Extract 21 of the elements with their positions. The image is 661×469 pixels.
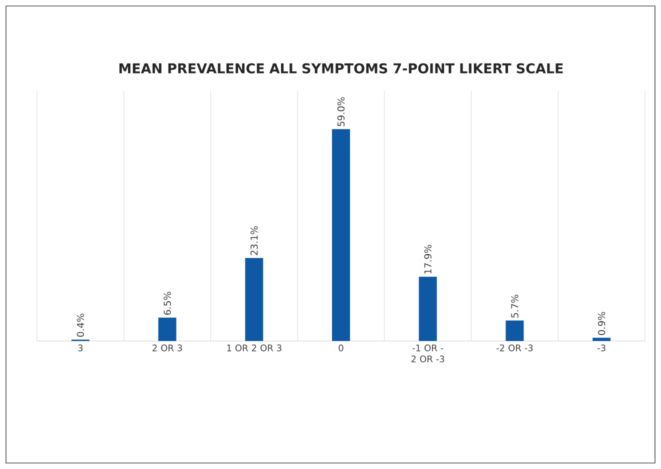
data-label: 23.1% xyxy=(250,226,258,256)
data-label: 0.9% xyxy=(598,312,606,335)
x-tick-label: 1 OR 2 OR 3 xyxy=(227,344,282,352)
data-label: 6.5% xyxy=(164,292,171,315)
x-tick-label: 2 OR 3 xyxy=(152,344,182,352)
x-tick-label: 0 xyxy=(338,344,344,352)
x-tick-label: 3 xyxy=(78,344,83,352)
bar xyxy=(506,320,524,341)
bar xyxy=(158,318,176,341)
bar xyxy=(418,276,437,341)
x-tick-label: -2 OR -3 xyxy=(496,344,533,352)
bar xyxy=(332,129,350,341)
data-label: 17.9% xyxy=(424,244,432,274)
chart-title: MEAN PREVALENCE ALL SYMPTOMS 7-POINT LIKERT SCALE xyxy=(119,63,563,74)
data-label: 0.4% xyxy=(76,314,84,337)
data-label: 59.0% xyxy=(337,97,345,126)
data-label: 5.7% xyxy=(511,294,518,318)
bar xyxy=(592,338,611,341)
x-tick-label: -3 xyxy=(598,344,606,352)
x-tick-label: -1 OR -2 OR -3 xyxy=(412,344,444,362)
bar xyxy=(245,258,264,341)
